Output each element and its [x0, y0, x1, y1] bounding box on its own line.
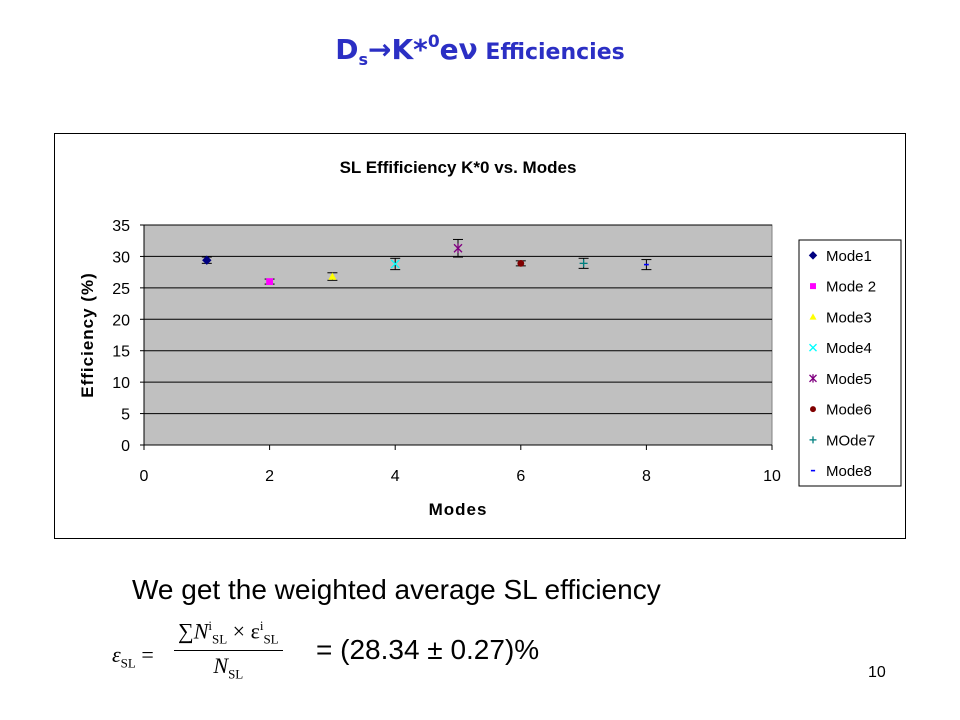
- data-point: [390, 259, 400, 269]
- legend-label: Mode5: [826, 371, 872, 388]
- x-axis-label: Modes: [429, 500, 488, 519]
- legend-label: Mode 2: [826, 279, 876, 296]
- legend-marker: [809, 343, 817, 352]
- formula-denominator: NSL: [213, 652, 244, 682]
- legend-marker: [809, 374, 817, 383]
- x-tick-label: 0: [140, 468, 149, 485]
- y-tick-label: 5: [121, 407, 130, 424]
- data-point: [579, 259, 588, 268]
- y-tick-label: 10: [112, 375, 130, 392]
- summary-text: We get the weighted average SL efficienc…: [132, 574, 661, 605]
- data-point: [453, 243, 463, 254]
- data-point: [266, 278, 273, 285]
- data-point: [517, 259, 525, 267]
- x-tick-label: 4: [391, 468, 400, 485]
- legend-label: Mode3: [826, 309, 872, 326]
- x-tick-label: 6: [516, 468, 525, 485]
- legend-marker: [808, 251, 818, 260]
- chart-frame: SL Effificiency K*0 vs. Modes 0 5 10 15 20 25 3…: [54, 133, 906, 539]
- legend-label: Mode4: [826, 340, 872, 357]
- chart-title: SL Effificiency K*0 vs. Modes: [340, 158, 577, 177]
- formula-numerator: ∑NiSL × εiSL: [174, 618, 283, 651]
- legend-marker: [809, 436, 817, 444]
- legend-marker: [810, 283, 816, 290]
- legend-marker: [809, 313, 817, 320]
- scatter-chart: SL Effificiency K*0 vs. Modes05101520253…: [78, 158, 902, 519]
- y-tick-label: 25: [112, 281, 130, 298]
- y-axis-label: Efficiency (%): [78, 272, 97, 397]
- legend-label: Mode8: [826, 463, 872, 480]
- legend-box: [798, 239, 902, 487]
- formula-lhs: εSL =: [112, 642, 154, 671]
- slide-title: Ds→K*0eν Efficiencies: [335, 32, 625, 69]
- legend-marker: [810, 406, 816, 413]
- y-tick-label: 0: [121, 438, 130, 455]
- x-tick-label: 2: [265, 468, 274, 485]
- y-tick-label: 30: [112, 249, 130, 266]
- formula-fraction: ∑NiSL × εiSL NSL: [174, 618, 283, 682]
- y-tick-label: 20: [112, 312, 130, 329]
- page-number: 10: [868, 664, 886, 681]
- result-text: = (28.34 ± 0.27)%: [316, 634, 540, 665]
- legend-label: Mode1: [826, 248, 872, 265]
- y-tick-label: 15: [112, 344, 130, 361]
- legend-label: Mode6: [826, 402, 872, 419]
- plot-area: [143, 224, 773, 446]
- data-point: [202, 255, 212, 265]
- legend-label: MOde7: [826, 432, 875, 449]
- x-tick-label: 8: [642, 468, 651, 485]
- y-tick-label: 35: [112, 218, 130, 235]
- x-tick-label: 10: [763, 468, 781, 485]
- data-point: [328, 272, 337, 280]
